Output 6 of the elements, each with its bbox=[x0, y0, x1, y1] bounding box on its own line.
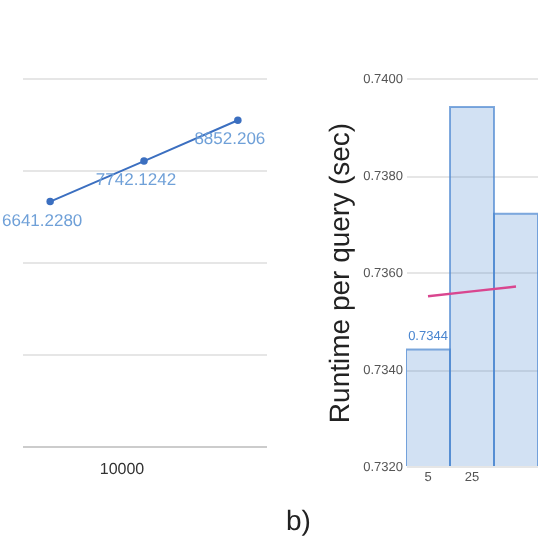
text: b) bbox=[286, 504, 311, 536]
data-label: 7742.1242 bbox=[95, 169, 177, 190]
data-label: 8852.206 bbox=[194, 128, 266, 149]
text: 10000 bbox=[99, 460, 146, 478]
data-label: 6641.2280 bbox=[1, 209, 83, 230]
y-axis-title: Runtime per query (sec) bbox=[323, 122, 356, 424]
